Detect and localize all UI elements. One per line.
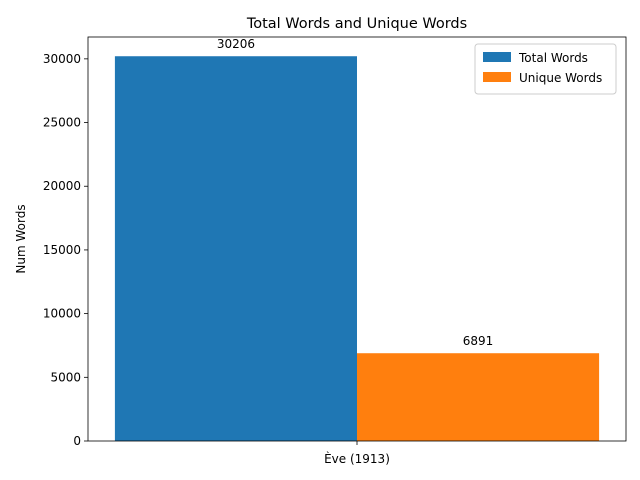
x-tick-label: Ève (1913)	[324, 451, 390, 466]
data-label-total-words: 30206	[217, 37, 255, 51]
chart-title: Total Words and Unique Words	[246, 16, 467, 32]
legend: Total Words Unique Words	[474, 43, 617, 95]
y-tick-label: 25000	[43, 116, 81, 130]
legend-swatch-unique-words	[483, 72, 511, 82]
y-tick-label: 20000	[43, 179, 81, 193]
legend-swatch-total-words	[483, 52, 511, 62]
data-label-unique-words: 6891	[463, 334, 494, 348]
y-tick-label: 15000	[43, 243, 81, 257]
legend-label-unique-words: Unique Words	[519, 71, 602, 85]
y-tick-label: 0	[73, 434, 81, 448]
bar-total-words	[114, 56, 358, 441]
y-axis-label: Num Words	[14, 204, 28, 273]
y-tick-label: 5000	[50, 370, 81, 384]
axes-frame	[87, 36, 627, 442]
bar-unique-words	[357, 353, 600, 441]
legend-label-total-words: Total Words	[518, 51, 588, 65]
plot-area: 30206 6891 Ève (1913) 0 5000 10000 15000 20000 2…	[43, 36, 627, 466]
y-tick-label: 30000	[43, 52, 81, 66]
y-tick-label: 10000	[43, 307, 81, 321]
